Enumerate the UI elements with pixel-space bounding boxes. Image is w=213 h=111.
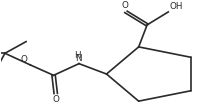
Text: N: N	[75, 54, 81, 63]
Text: O: O	[52, 95, 59, 104]
Text: O: O	[21, 55, 28, 64]
Text: OH: OH	[169, 2, 183, 11]
Text: O: O	[121, 1, 128, 10]
Text: H: H	[75, 51, 81, 60]
